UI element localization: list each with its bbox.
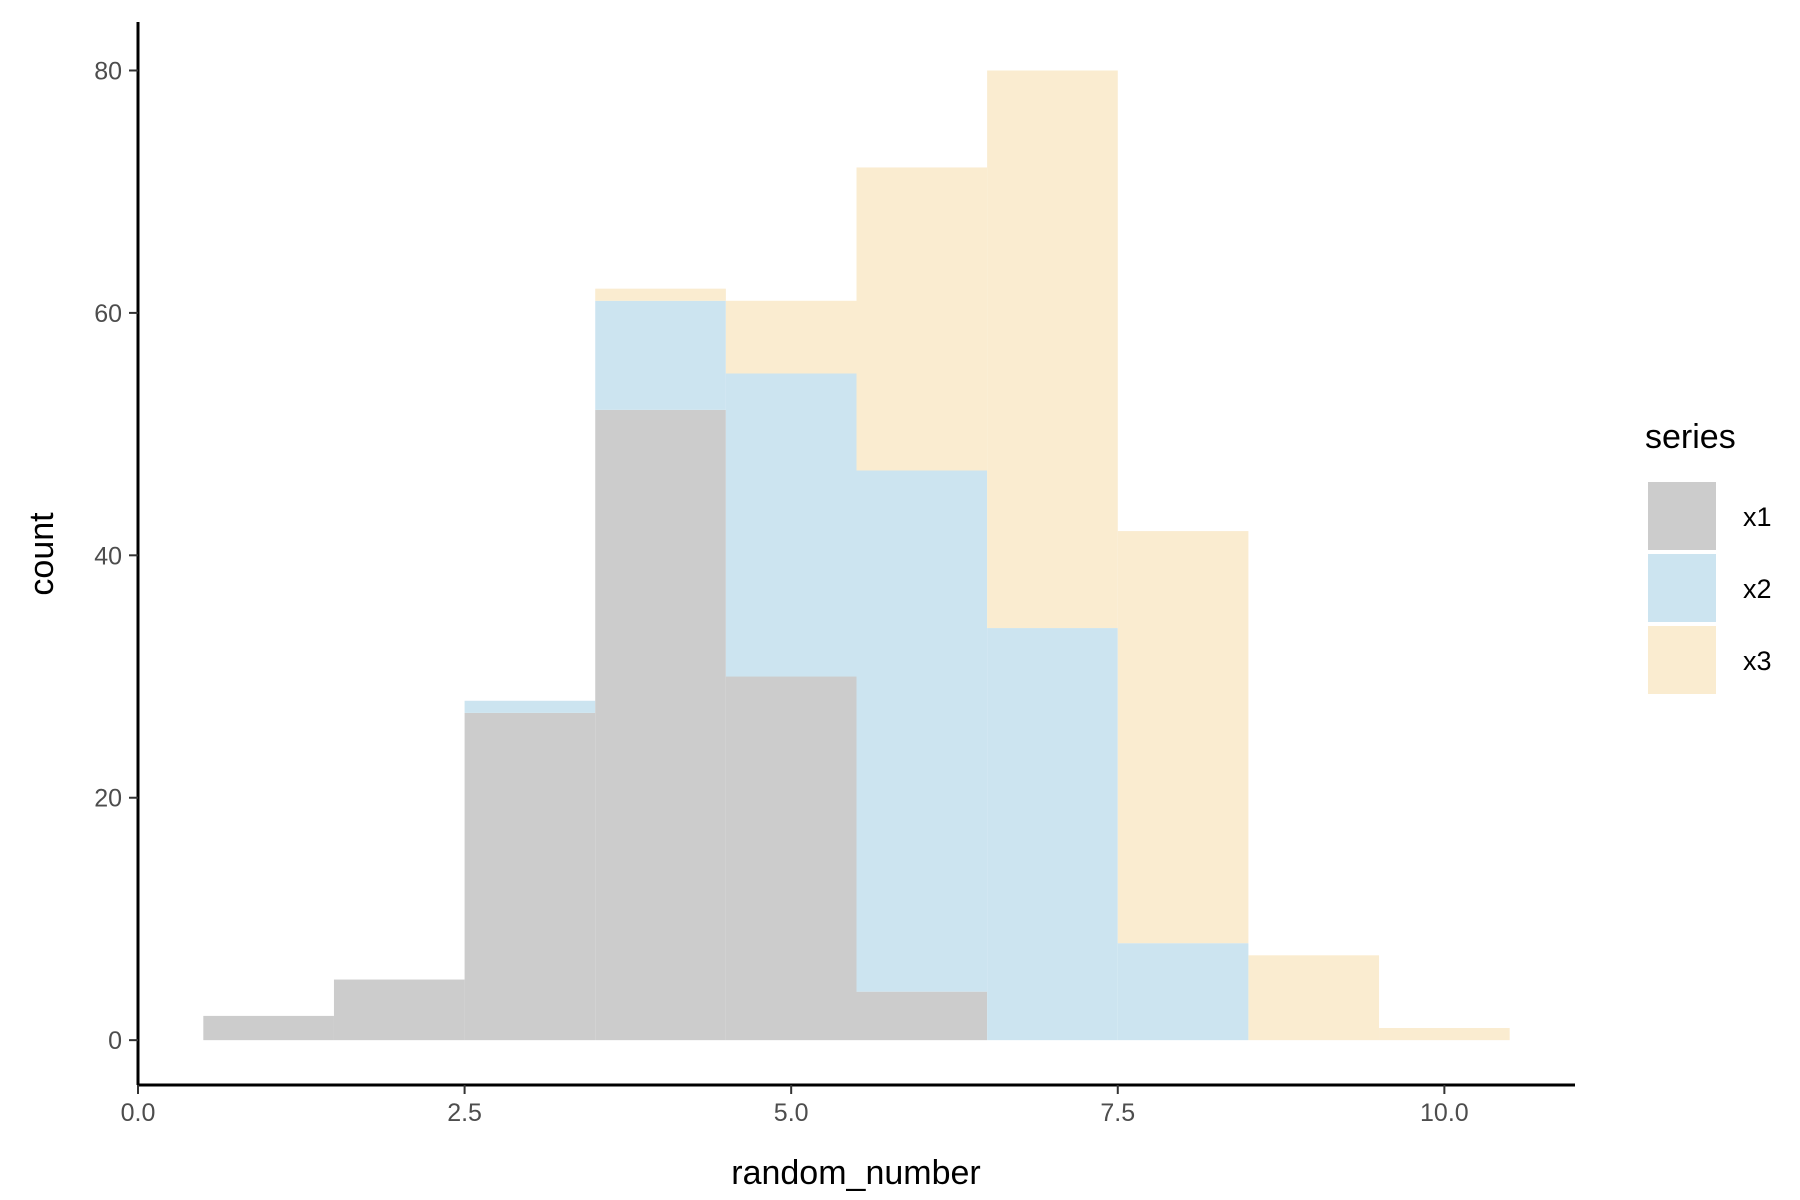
bar-x3-bin-10 bbox=[1379, 1028, 1510, 1041]
legend-label-x1: x1 bbox=[1743, 502, 1772, 532]
legend-key-x1 bbox=[1648, 482, 1716, 550]
bar-x1-bin-1 bbox=[203, 1015, 334, 1041]
bar-x2-bin-5 bbox=[725, 373, 857, 677]
x-tick-label: 5.0 bbox=[774, 1099, 809, 1127]
legend-title: series bbox=[1645, 418, 1736, 456]
legend-key-x3 bbox=[1648, 626, 1716, 694]
y-tick-label: 0 bbox=[108, 1027, 122, 1055]
bar-x3-bin-4 bbox=[595, 288, 726, 301]
x-tick-label: 10.0 bbox=[1420, 1099, 1469, 1127]
x-tick-label: 0.0 bbox=[121, 1099, 156, 1127]
bars-layer bbox=[203, 70, 1510, 1041]
bar-x2-bin-6 bbox=[856, 470, 988, 992]
x-tick-label: 7.5 bbox=[1100, 1099, 1135, 1127]
bar-x2-bin-8 bbox=[1117, 943, 1249, 1041]
x-tick-label: 2.5 bbox=[447, 1099, 482, 1127]
legend-label-x3: x3 bbox=[1743, 646, 1772, 676]
bar-x1-bin-2 bbox=[333, 979, 465, 1041]
bar-x1-bin-4 bbox=[595, 409, 726, 1041]
bar-x3-bin-5 bbox=[725, 300, 857, 374]
legend-label-x2: x2 bbox=[1743, 574, 1772, 604]
y-axis-title: count bbox=[23, 512, 61, 596]
x-ticks: 0.0 2.5 5.0 7.5 10.0 bbox=[121, 1085, 1469, 1127]
legend-key-x2 bbox=[1648, 554, 1716, 622]
bar-x2-bin-4 bbox=[595, 300, 726, 410]
legend: series x1 x2 x3 bbox=[1645, 418, 1772, 694]
y-tick-label: 40 bbox=[94, 542, 122, 570]
bar-x3-bin-6 bbox=[856, 167, 988, 471]
y-tick-label: 80 bbox=[94, 57, 122, 85]
bar-x2-bin-3 bbox=[464, 700, 596, 713]
bar-x1-bin-5 bbox=[725, 676, 857, 1041]
bar-x2-bin-7 bbox=[987, 628, 1118, 1041]
bar-x3-bin-8 bbox=[1117, 531, 1249, 944]
bar-x3-bin-7 bbox=[987, 70, 1118, 629]
bar-x1-bin-3 bbox=[464, 712, 596, 1041]
bar-x1-bin-6 bbox=[856, 991, 988, 1041]
y-tick-label: 20 bbox=[94, 785, 122, 813]
bar-x3-bin-9 bbox=[1248, 955, 1380, 1041]
y-tick-label: 60 bbox=[94, 300, 122, 328]
y-ticks: 0 20 40 60 80 bbox=[94, 57, 138, 1055]
axes-layer bbox=[136, 22, 1575, 1087]
x-axis-title: random_number bbox=[731, 1154, 980, 1192]
